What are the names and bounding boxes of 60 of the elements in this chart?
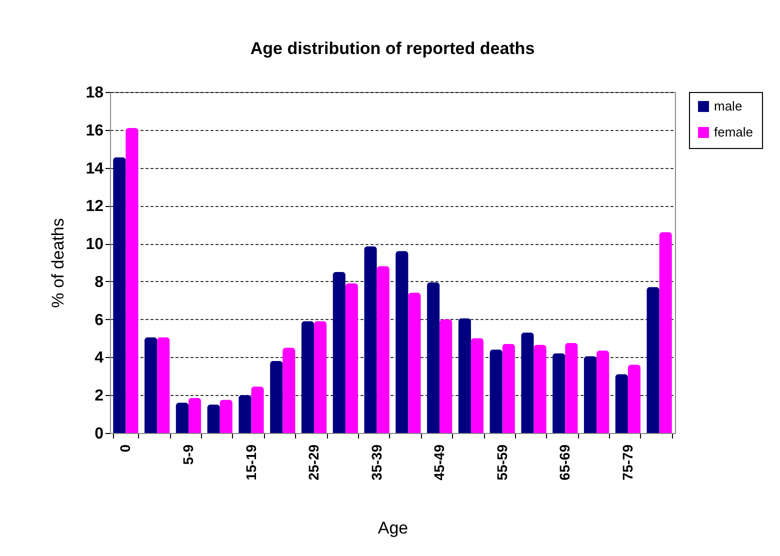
y-tick-label: 14 [86, 160, 104, 178]
x-tick-label: 35-39 [368, 444, 384, 480]
bar [270, 361, 283, 433]
x-tick-label: 45-49 [431, 444, 448, 480]
x-tick-label: 5-9 [180, 444, 196, 465]
y-tick-label: 4 [94, 350, 104, 367]
legend-label: female [714, 124, 754, 140]
bar [584, 356, 597, 433]
x-tick-label: 75-79 [619, 444, 636, 480]
y-tick-label: 12 [86, 198, 104, 216]
x-tick-label: 15-19 [242, 444, 259, 480]
bar [345, 283, 358, 433]
bar [301, 321, 314, 433]
bar [251, 386, 264, 433]
x-tick-label: 65-69 [556, 444, 573, 480]
bar [144, 337, 158, 433]
bar [628, 364, 640, 433]
bar [126, 128, 138, 433]
y-tick-label: 18 [86, 84, 104, 102]
bar [207, 404, 220, 433]
x-tick-label: 55-59 [494, 444, 510, 480]
bar [440, 319, 452, 433]
bar [565, 343, 578, 433]
bar [332, 272, 346, 433]
y-tick-label: 2 [94, 388, 104, 405]
bar [376, 266, 390, 433]
bar [534, 344, 546, 433]
bar [427, 282, 440, 433]
bar [502, 344, 515, 433]
bar [521, 332, 534, 433]
bar [615, 374, 628, 433]
bar [238, 395, 252, 433]
x-axis-title: Age [378, 518, 408, 538]
bar [364, 246, 377, 433]
bar [188, 398, 202, 433]
legend-label: male [714, 98, 742, 114]
bar [458, 318, 471, 433]
bar [470, 338, 484, 433]
bar [596, 350, 610, 433]
x-tick-label: 25-29 [306, 444, 322, 480]
bar [113, 157, 126, 433]
y-tick-label: 6 [94, 312, 104, 329]
bar [659, 232, 672, 433]
bar [157, 337, 170, 433]
bar [314, 321, 327, 433]
y-tick-label: 10 [86, 236, 104, 254]
y-tick-label: 16 [86, 122, 104, 140]
chart-title: Age distribution of reported deaths [250, 39, 535, 58]
bar [396, 251, 408, 433]
bar [408, 292, 421, 433]
bar [220, 400, 232, 433]
bar [176, 402, 188, 433]
y-tick-label: 0 [94, 426, 104, 442]
bar [552, 353, 566, 433]
y-axis-title: % of deaths [48, 218, 68, 308]
bar [282, 348, 296, 433]
bar [490, 350, 502, 433]
x-tick-label: 0 [117, 444, 134, 452]
y-tick-label: 8 [94, 274, 104, 291]
bar [646, 287, 660, 433]
